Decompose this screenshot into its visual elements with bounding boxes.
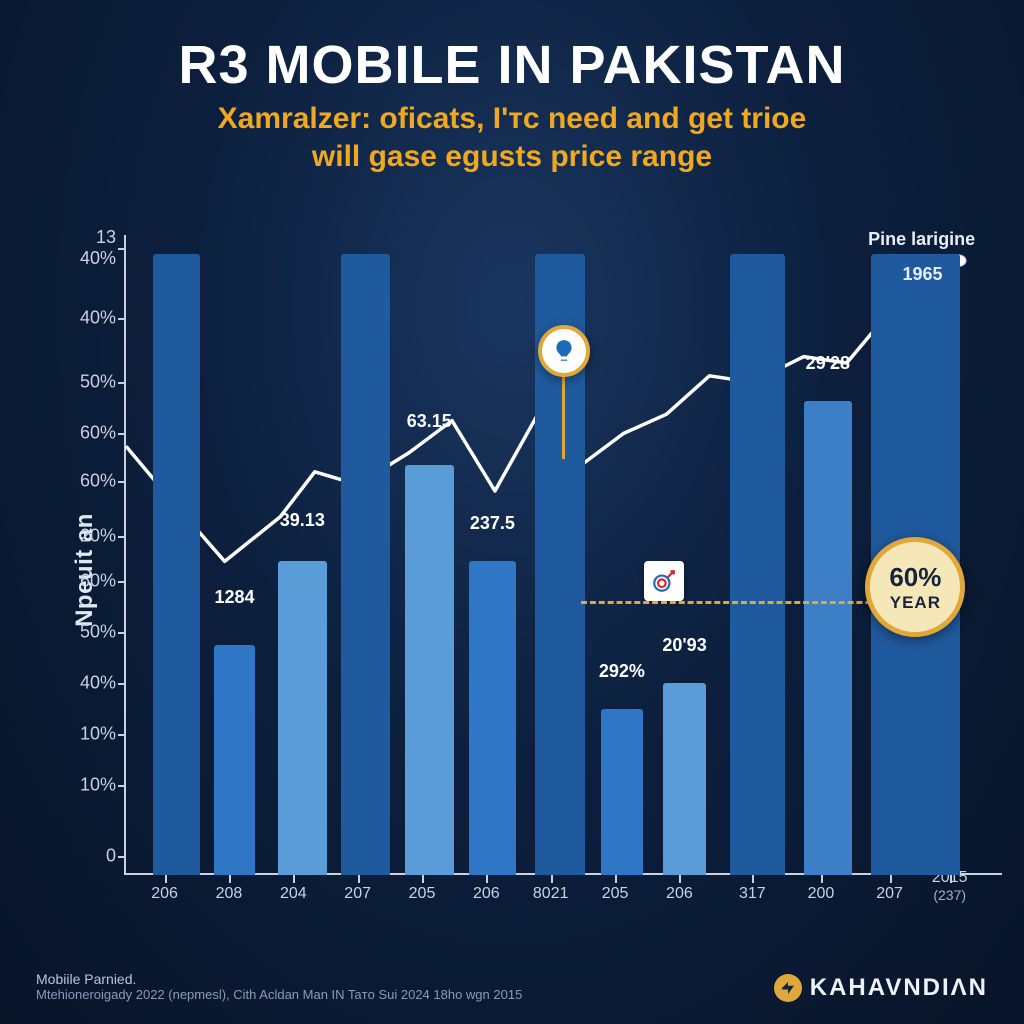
bar <box>341 254 390 875</box>
chart-container: Npeuit an 13 40%40%50%60%60%20%60%50%40%… <box>40 235 984 905</box>
x-tick: 205 <box>409 885 436 903</box>
x-tick: 206 <box>473 885 500 903</box>
source-title: Mobiile Parnied. <box>36 971 522 987</box>
page-title: R3 MOBILE IN PAKISTAN <box>0 34 1024 96</box>
y-tick: 50% <box>56 372 116 393</box>
y-tick: 10% <box>56 724 116 745</box>
bar <box>663 683 706 875</box>
lightbulb-icon <box>538 325 590 377</box>
y-tick: 50% <box>56 621 116 642</box>
x-tick: 207 <box>876 885 903 903</box>
y-tick: 60% <box>56 570 116 591</box>
y-tick: 0 <box>56 845 116 866</box>
y-tick: 60% <box>56 423 116 444</box>
x-tick: 204 <box>280 885 307 903</box>
bar-label: 39.13 <box>280 510 325 531</box>
source-block: Mobiile Parnied. Mtehioneroigady 2022 (n… <box>36 971 522 1002</box>
x-tick: 206 <box>666 885 693 903</box>
bar <box>153 254 199 875</box>
bar-label: 237.5 <box>470 513 515 534</box>
footer: Mobiile Parnied. Mtehioneroigady 2022 (n… <box>36 971 988 1002</box>
bar <box>278 561 327 875</box>
highlight-badge: 60%YEAR <box>865 537 965 637</box>
y-tick: 40% <box>56 673 116 694</box>
y-tick: 10% <box>56 775 116 796</box>
bar <box>601 709 642 875</box>
subtitle-line-1: Xamralzer: oficats, I'тc need and get tr… <box>0 100 1024 138</box>
brand: KAHAVNDIΛN <box>774 974 988 1002</box>
annotation: Pine larigine <box>868 229 975 250</box>
bar <box>804 401 852 875</box>
bar <box>214 645 254 875</box>
target-icon <box>644 561 684 601</box>
y-tick: 13 40% <box>56 227 116 269</box>
x-tick: 206 <box>151 885 178 903</box>
bar-label: 292% <box>599 661 645 682</box>
plot-area: 13 40%40%50%60%60%20%60%50%40%10%10%0206… <box>126 235 984 875</box>
bar <box>405 465 454 875</box>
y-tick: 20% <box>56 525 116 546</box>
bar <box>469 561 515 875</box>
annotation: 1965 <box>902 264 942 285</box>
bar-label: 1284 <box>215 587 255 608</box>
dashed-arrow <box>581 601 898 604</box>
subtitle-line-2: will gase egusts price range <box>0 138 1024 176</box>
x-tick: 8021 <box>533 885 569 903</box>
x-tick: 207 <box>344 885 371 903</box>
brand-logo-icon <box>774 974 802 1002</box>
bar-label: 63.15 <box>407 411 452 432</box>
y-tick: 60% <box>56 471 116 492</box>
brand-text: KAHAVNDIΛN <box>810 974 988 1002</box>
bar <box>730 254 785 875</box>
bar-label: 29'28 <box>806 353 850 374</box>
x-tick: 317 <box>739 885 766 903</box>
y-tick: 40% <box>56 308 116 329</box>
source-detail: Mtehioneroigady 2022 (nepmesl), Cith Acl… <box>36 987 522 1002</box>
x-tick: 200 <box>808 885 835 903</box>
x-tick: 208 <box>216 885 243 903</box>
bar-label: 20'93 <box>662 635 706 656</box>
bulb-stem <box>562 376 565 459</box>
x-tick: 205 <box>602 885 629 903</box>
